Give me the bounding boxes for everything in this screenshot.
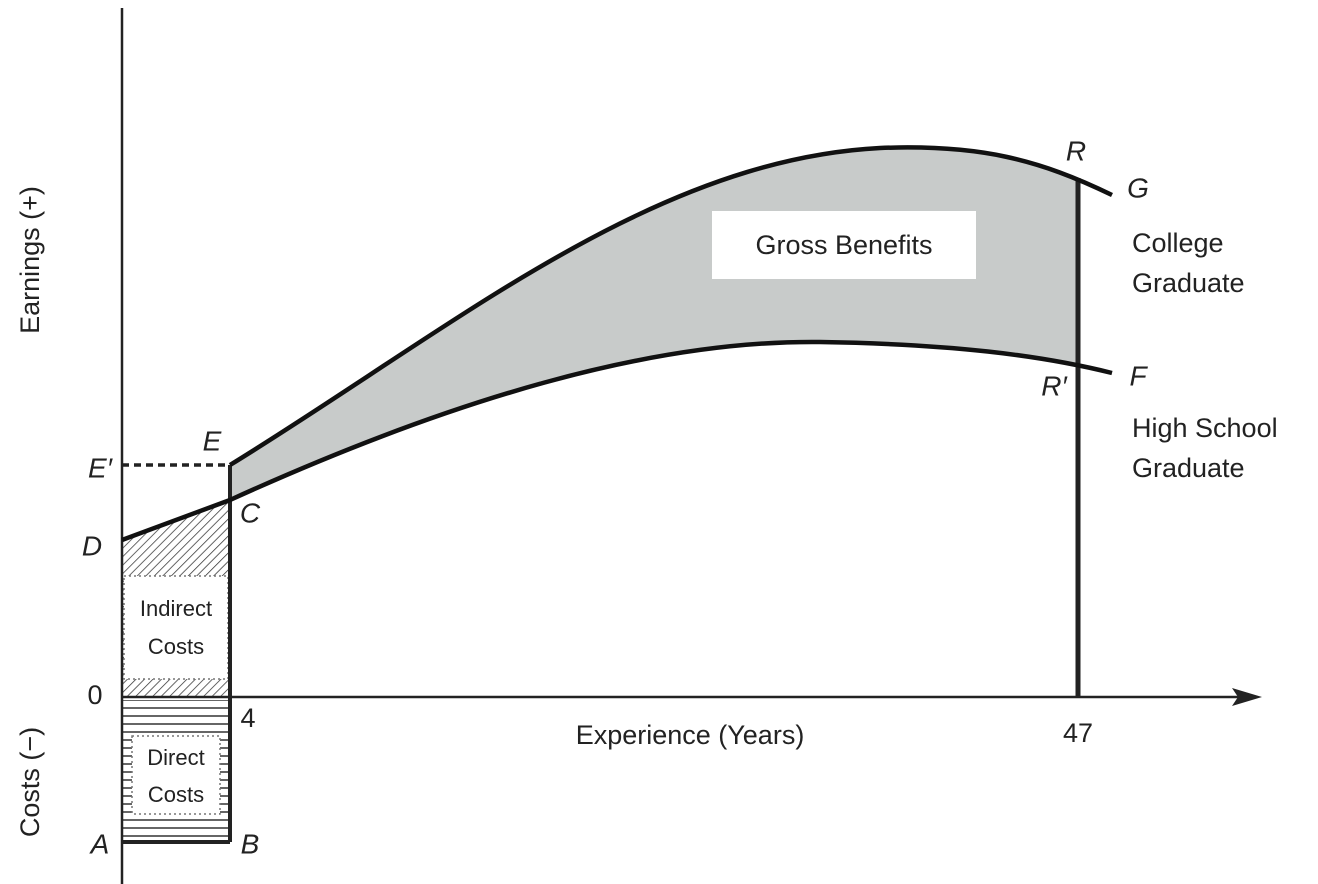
curve-label: Graduate (1132, 453, 1245, 483)
region-label: Costs (148, 634, 204, 659)
point-label: R′ (1041, 370, 1068, 401)
point-label: E′ (88, 452, 114, 483)
point-label: E (203, 425, 222, 456)
gross-benefits-box (712, 211, 976, 279)
curve-label: Graduate (1132, 268, 1245, 298)
curve-label: High School (1132, 413, 1278, 443)
region-label: Direct (147, 745, 204, 770)
point-label: A (89, 828, 110, 859)
region-label: Indirect (140, 596, 212, 621)
point-label: B (241, 828, 260, 859)
y-axis-label-negative: Costs (−) (15, 727, 45, 837)
region-label: Costs (148, 782, 204, 807)
x-marker: 47 (1063, 718, 1093, 748)
point-label: C (240, 497, 261, 528)
point-label: D (82, 530, 102, 561)
high-school-curve (121, 339, 1113, 543)
point-label: R (1066, 135, 1086, 166)
region-label: Gross Benefits (755, 230, 932, 260)
x-marker: 4 (240, 703, 255, 733)
origin-label: 0 (87, 680, 102, 710)
indirect-costs-box (123, 575, 229, 680)
x-axis-arrow (1232, 688, 1262, 706)
x-axis-label: Experience (Years) (576, 720, 805, 750)
curve-label: College (1132, 228, 1224, 258)
point-label: F (1129, 360, 1148, 391)
direct-costs-box (131, 735, 221, 815)
y-axis-label-positive: Earnings (+) (15, 186, 45, 334)
point-label: G (1127, 172, 1149, 203)
college-curve (228, 145, 1113, 467)
